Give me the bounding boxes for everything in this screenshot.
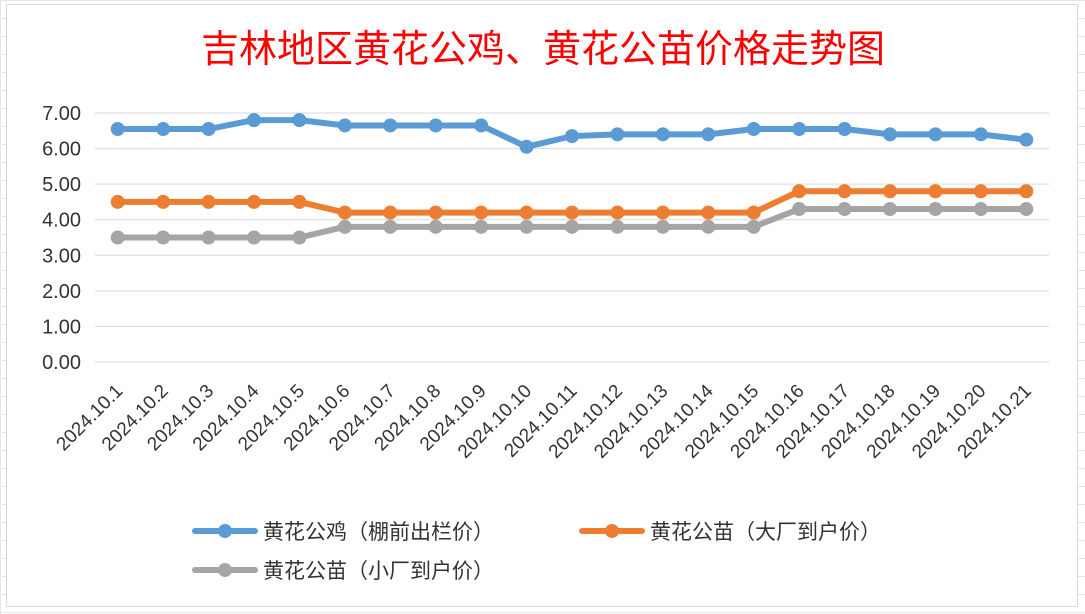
data-point[interactable]: [928, 202, 943, 217]
y-tick-label: 2.00: [42, 281, 81, 303]
data-point[interactable]: [247, 194, 261, 209]
chart-title: 吉林地区黄花公鸡、黄花公苗价格走势图: [201, 27, 885, 71]
data-point[interactable]: [201, 194, 216, 209]
legend-item[interactable]: 黄花公鸡（棚前出栏价）: [192, 520, 494, 544]
data-point[interactable]: [973, 202, 988, 217]
x-axis-tick-labels: 2024.10.12024.10.22024.10.32024.10.42024…: [53, 380, 1036, 462]
data-point[interactable]: [519, 205, 534, 220]
y-tick-label: 7.00: [42, 103, 81, 125]
data-point[interactable]: [1019, 202, 1034, 217]
data-point[interactable]: [474, 219, 489, 234]
y-tick-label: 3.00: [42, 245, 81, 267]
data-point[interactable]: [337, 219, 352, 234]
legend-item[interactable]: 黄花公苗（大厂到户价）: [579, 520, 881, 544]
data-point[interactable]: [519, 139, 534, 154]
data-point[interactable]: [837, 202, 852, 217]
data-point[interactable]: [883, 127, 897, 142]
data-point[interactable]: [1019, 184, 1034, 199]
data-point[interactable]: [746, 122, 761, 137]
data-point[interactable]: [883, 184, 897, 199]
y-tick-label: 4.00: [42, 210, 81, 232]
data-point[interactable]: [655, 127, 670, 142]
series-1: [110, 113, 1034, 154]
y-tick-label: 6.00: [42, 139, 81, 161]
line-chart: 吉林地区黄花公鸡、黄花公苗价格走势图 0.00 1.00 2.00 3.00 4.00 5…: [42, 27, 1049, 583]
data-point[interactable]: [928, 184, 943, 199]
series-2: [110, 184, 1034, 220]
data-point[interactable]: [337, 205, 352, 220]
data-point[interactable]: [474, 205, 489, 220]
data-point[interactable]: [746, 219, 761, 234]
data-point[interactable]: [474, 118, 489, 133]
legend-swatch-marker: [605, 524, 619, 538]
data-point[interactable]: [292, 113, 307, 128]
legend-label: 黄花公鸡（棚前出栏价）: [263, 520, 494, 544]
y-tick-label: 0.00: [42, 352, 81, 374]
data-point[interactable]: [973, 184, 988, 199]
data-point[interactable]: [792, 202, 807, 217]
y-axis-tick-labels: 0.00 1.00 2.00 3.00 4.00 5.00 6.00 7.00: [42, 103, 81, 374]
chart-area[interactable]: 吉林地区黄花公鸡、黄花公苗价格走势图 0.00 1.00 2.00 3.00 4.00 5…: [6, 4, 1078, 607]
legend-label: 黄花公苗（小厂到户价）: [263, 559, 494, 583]
data-point[interactable]: [383, 219, 398, 234]
data-point[interactable]: [973, 127, 988, 142]
y-tick-label: 5.00: [42, 174, 81, 196]
data-point[interactable]: [565, 129, 579, 144]
series-3: [110, 202, 1034, 245]
data-point[interactable]: [701, 219, 716, 234]
data-point[interactable]: [928, 127, 943, 142]
data-point[interactable]: [156, 194, 171, 209]
data-point[interactable]: [701, 205, 716, 220]
data-point[interactable]: [565, 219, 579, 234]
legend-swatch-marker: [218, 524, 232, 538]
data-point[interactable]: [247, 113, 261, 128]
data-point[interactable]: [337, 118, 352, 133]
data-point[interactable]: [792, 122, 807, 137]
data-point[interactable]: [383, 118, 398, 133]
legend-item[interactable]: 黄花公苗（小厂到户价）: [192, 559, 494, 583]
data-point[interactable]: [292, 194, 307, 209]
y-tick-label: 1.00: [42, 316, 81, 338]
data-point[interactable]: [156, 230, 171, 245]
data-point[interactable]: [201, 230, 216, 245]
data-point[interactable]: [428, 205, 443, 220]
data-point[interactable]: [110, 230, 125, 245]
data-point[interactable]: [292, 230, 307, 245]
data-point[interactable]: [428, 219, 443, 234]
data-point[interactable]: [201, 122, 216, 137]
data-point[interactable]: [519, 219, 534, 234]
data-point[interactable]: [746, 205, 761, 220]
series-group: [110, 113, 1034, 245]
data-point[interactable]: [655, 205, 670, 220]
legend-label: 黄花公苗（大厂到户价）: [650, 520, 881, 544]
data-point[interactable]: [610, 205, 625, 220]
data-point[interactable]: [428, 118, 443, 133]
data-point[interactable]: [655, 219, 670, 234]
legend-swatch-marker: [218, 563, 232, 577]
data-point[interactable]: [247, 230, 261, 245]
gridlines: [95, 112, 1049, 363]
data-point[interactable]: [610, 127, 625, 142]
data-point[interactable]: [156, 122, 171, 137]
data-point[interactable]: [701, 127, 716, 142]
data-point[interactable]: [565, 205, 579, 220]
data-point[interactable]: [883, 202, 897, 217]
data-point[interactable]: [837, 184, 852, 199]
data-point[interactable]: [110, 194, 125, 209]
data-point[interactable]: [110, 122, 125, 137]
legend[interactable]: 黄花公鸡（棚前出栏价） 黄花公苗（大厂到户价） 黄花公苗（小厂到户价）: [192, 520, 881, 583]
data-point[interactable]: [792, 184, 807, 199]
data-point[interactable]: [383, 205, 398, 220]
data-point[interactable]: [610, 219, 625, 234]
data-point[interactable]: [1019, 132, 1034, 147]
data-point[interactable]: [837, 122, 852, 137]
